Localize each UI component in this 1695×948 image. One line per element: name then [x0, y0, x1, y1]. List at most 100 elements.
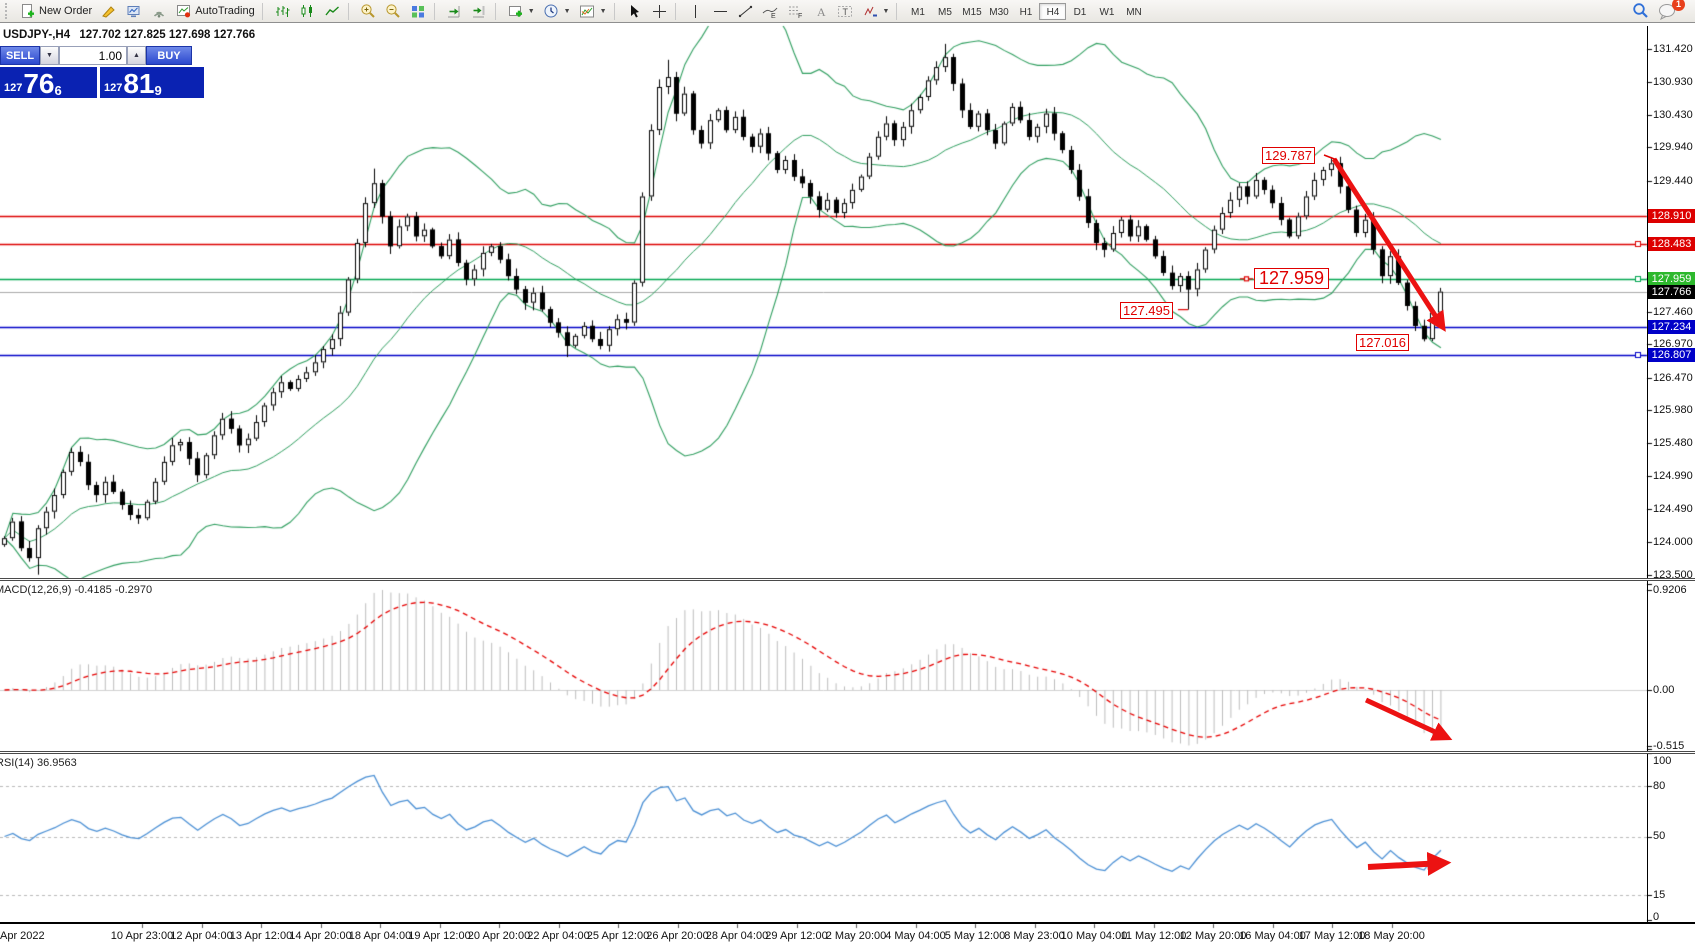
annotation-pivot-127959[interactable]: 127.959 — [1254, 268, 1330, 289]
toolbar-grip[interactable] — [5, 3, 12, 19]
svg-text:E: E — [771, 13, 776, 19]
sell-price-display[interactable]: 127 76 6 — [0, 67, 97, 98]
time-axis-label: 11 May 12:00 — [1120, 930, 1187, 942]
volume-input[interactable] — [59, 46, 127, 65]
toolbar-separator — [433, 2, 439, 20]
time-axis-label: 17 May 12:00 — [1298, 930, 1366, 942]
price-tick-label: 129.440 — [1653, 174, 1693, 187]
signal-waves-icon — [150, 3, 167, 19]
tile-windows-button[interactable] — [406, 2, 431, 21]
price-level-box: 127.234 — [1648, 319, 1695, 334]
time-axis-label: 19 Apr 12:00 — [408, 930, 471, 942]
horizontal-line-tool-button[interactable] — [708, 2, 733, 21]
crosshair-tool-button[interactable] — [647, 2, 672, 21]
price-tick-label: 124.490 — [1653, 502, 1693, 515]
autotrading-button[interactable]: AutoTrading — [171, 2, 259, 21]
chart-shift-button[interactable] — [467, 2, 492, 21]
macd-label: MACD(12,26,9) -0.4185 -0.2970 — [0, 584, 153, 596]
buy-price-display[interactable]: 127 81 9 — [100, 67, 204, 98]
new-order-icon — [19, 3, 36, 19]
tf-m15-button[interactable]: M15 — [958, 3, 985, 20]
price-level-box: 127.766 — [1648, 284, 1695, 299]
arrows-shapes-icon — [862, 3, 879, 19]
new-order-label: New Order — [39, 5, 93, 17]
text-label-tool-button[interactable]: T — [833, 2, 858, 21]
buy-button[interactable]: BUY — [146, 46, 192, 65]
pane-separator[interactable] — [0, 578, 1695, 581]
cursor-tool-button[interactable] — [622, 2, 647, 21]
time-axis-label: 5 May 12:00 — [944, 930, 1006, 942]
tf-d1-button[interactable]: D1 — [1066, 3, 1093, 20]
horizontal-line-icon — [712, 3, 729, 19]
autotrading-icon — [175, 3, 192, 19]
annotation-high-129787[interactable]: 129.787 — [1262, 147, 1315, 164]
sell-price-big: 76 — [23, 68, 55, 99]
fibonacci-tool-button[interactable]: F — [783, 2, 808, 21]
volume-decrease-button[interactable]: ▼ — [40, 46, 59, 65]
zoom-out-button[interactable] — [381, 2, 406, 21]
time-axis-label: 26 Apr 20:00 — [646, 930, 709, 942]
auto-scroll-button[interactable] — [442, 2, 467, 21]
time-axis-label: 13 Apr 12:00 — [229, 930, 293, 942]
buy-price-prefix: 127 — [104, 82, 123, 94]
symbol-ohlc-header: USDJPY-,H4 127.702 127.825 127.698 127.7… — [3, 29, 255, 41]
signals-button[interactable] — [146, 2, 171, 21]
tf-h4-button[interactable]: H4 — [1039, 2, 1067, 20]
new-order-button[interactable]: New Order — [15, 2, 96, 21]
sell-button[interactable]: SELL — [0, 46, 40, 65]
periods-button[interactable]: ▼ — [539, 2, 575, 21]
bar-chart-button[interactable] — [270, 2, 295, 21]
new-chart-button[interactable]: ▼ — [503, 2, 539, 21]
vertical-line-icon — [687, 3, 704, 19]
price-level-box: 128.910 — [1648, 208, 1695, 223]
toolbar-separator — [347, 2, 353, 20]
candlestick-chart-button[interactable] — [295, 2, 320, 21]
price-level-box: 126.807 — [1648, 348, 1695, 363]
annotation-low-127016[interactable]: 127.016 — [1356, 334, 1409, 351]
text-tool-button[interactable]: A — [808, 2, 833, 21]
trendline-tool-button[interactable] — [733, 2, 758, 21]
search-icon[interactable] — [1632, 3, 1649, 19]
one-click-trading-panel: SELL ▼ ▲ BUY 127 76 6 127 81 9 — [0, 46, 204, 98]
cursor-icon — [626, 3, 643, 19]
zoom-out-icon — [385, 3, 402, 19]
channel-tool-button[interactable]: E — [758, 2, 783, 21]
candlestick-chart-icon — [299, 3, 316, 19]
rsi-level-label: 80 — [1653, 780, 1666, 792]
tf-w1-button[interactable]: W1 — [1093, 3, 1120, 20]
new-chart-icon — [507, 3, 524, 19]
annotation-low-127495[interactable]: 127.495 — [1120, 302, 1173, 319]
rsi-level-label: 100 — [1653, 755, 1672, 767]
chat-icon[interactable]: 1 — [1657, 0, 1685, 20]
indicators-icon — [579, 3, 596, 19]
line-chart-button[interactable] — [320, 2, 345, 21]
tf-m30-button[interactable]: M30 — [985, 3, 1012, 20]
price-tick-label: 131.420 — [1653, 43, 1693, 56]
macd-min-label: -0.515 — [1653, 740, 1685, 752]
time-axis-label: 8 May 23:00 — [1004, 930, 1065, 942]
toolbar-separator — [494, 2, 500, 20]
tf-m1-button[interactable]: M1 — [904, 3, 931, 20]
pane-separator[interactable] — [0, 751, 1695, 754]
vertical-line-tool-button[interactable] — [683, 2, 708, 21]
zoom-in-button[interactable] — [356, 2, 381, 21]
market-monitor-button[interactable] — [121, 2, 146, 21]
volume-increase-button[interactable]: ▲ — [127, 46, 146, 65]
macd-max-label: 0.9206 — [1653, 584, 1687, 596]
tf-h1-button[interactable]: H1 — [1012, 3, 1039, 20]
ohlc-values: 127.702 127.825 127.698 127.766 — [79, 29, 256, 41]
tf-m5-button[interactable]: M5 — [931, 3, 958, 20]
arrows-tool-button[interactable]: ▼ — [858, 2, 894, 21]
price-axis-line — [1647, 26, 1648, 922]
indicators-button[interactable]: ▼ — [575, 2, 611, 21]
crayon-button[interactable] — [96, 2, 121, 21]
tf-mn-button[interactable]: MN — [1120, 3, 1147, 20]
price-tick-label: 124.000 — [1653, 535, 1693, 548]
time-axis-label: 29 Apr 12:00 — [765, 930, 828, 942]
toolbar-separator — [674, 2, 680, 20]
equidistant-channel-icon: E — [762, 3, 779, 19]
time-axis-label: 25 Apr 12:00 — [586, 930, 650, 942]
price-tick-label: 129.940 — [1653, 141, 1693, 154]
